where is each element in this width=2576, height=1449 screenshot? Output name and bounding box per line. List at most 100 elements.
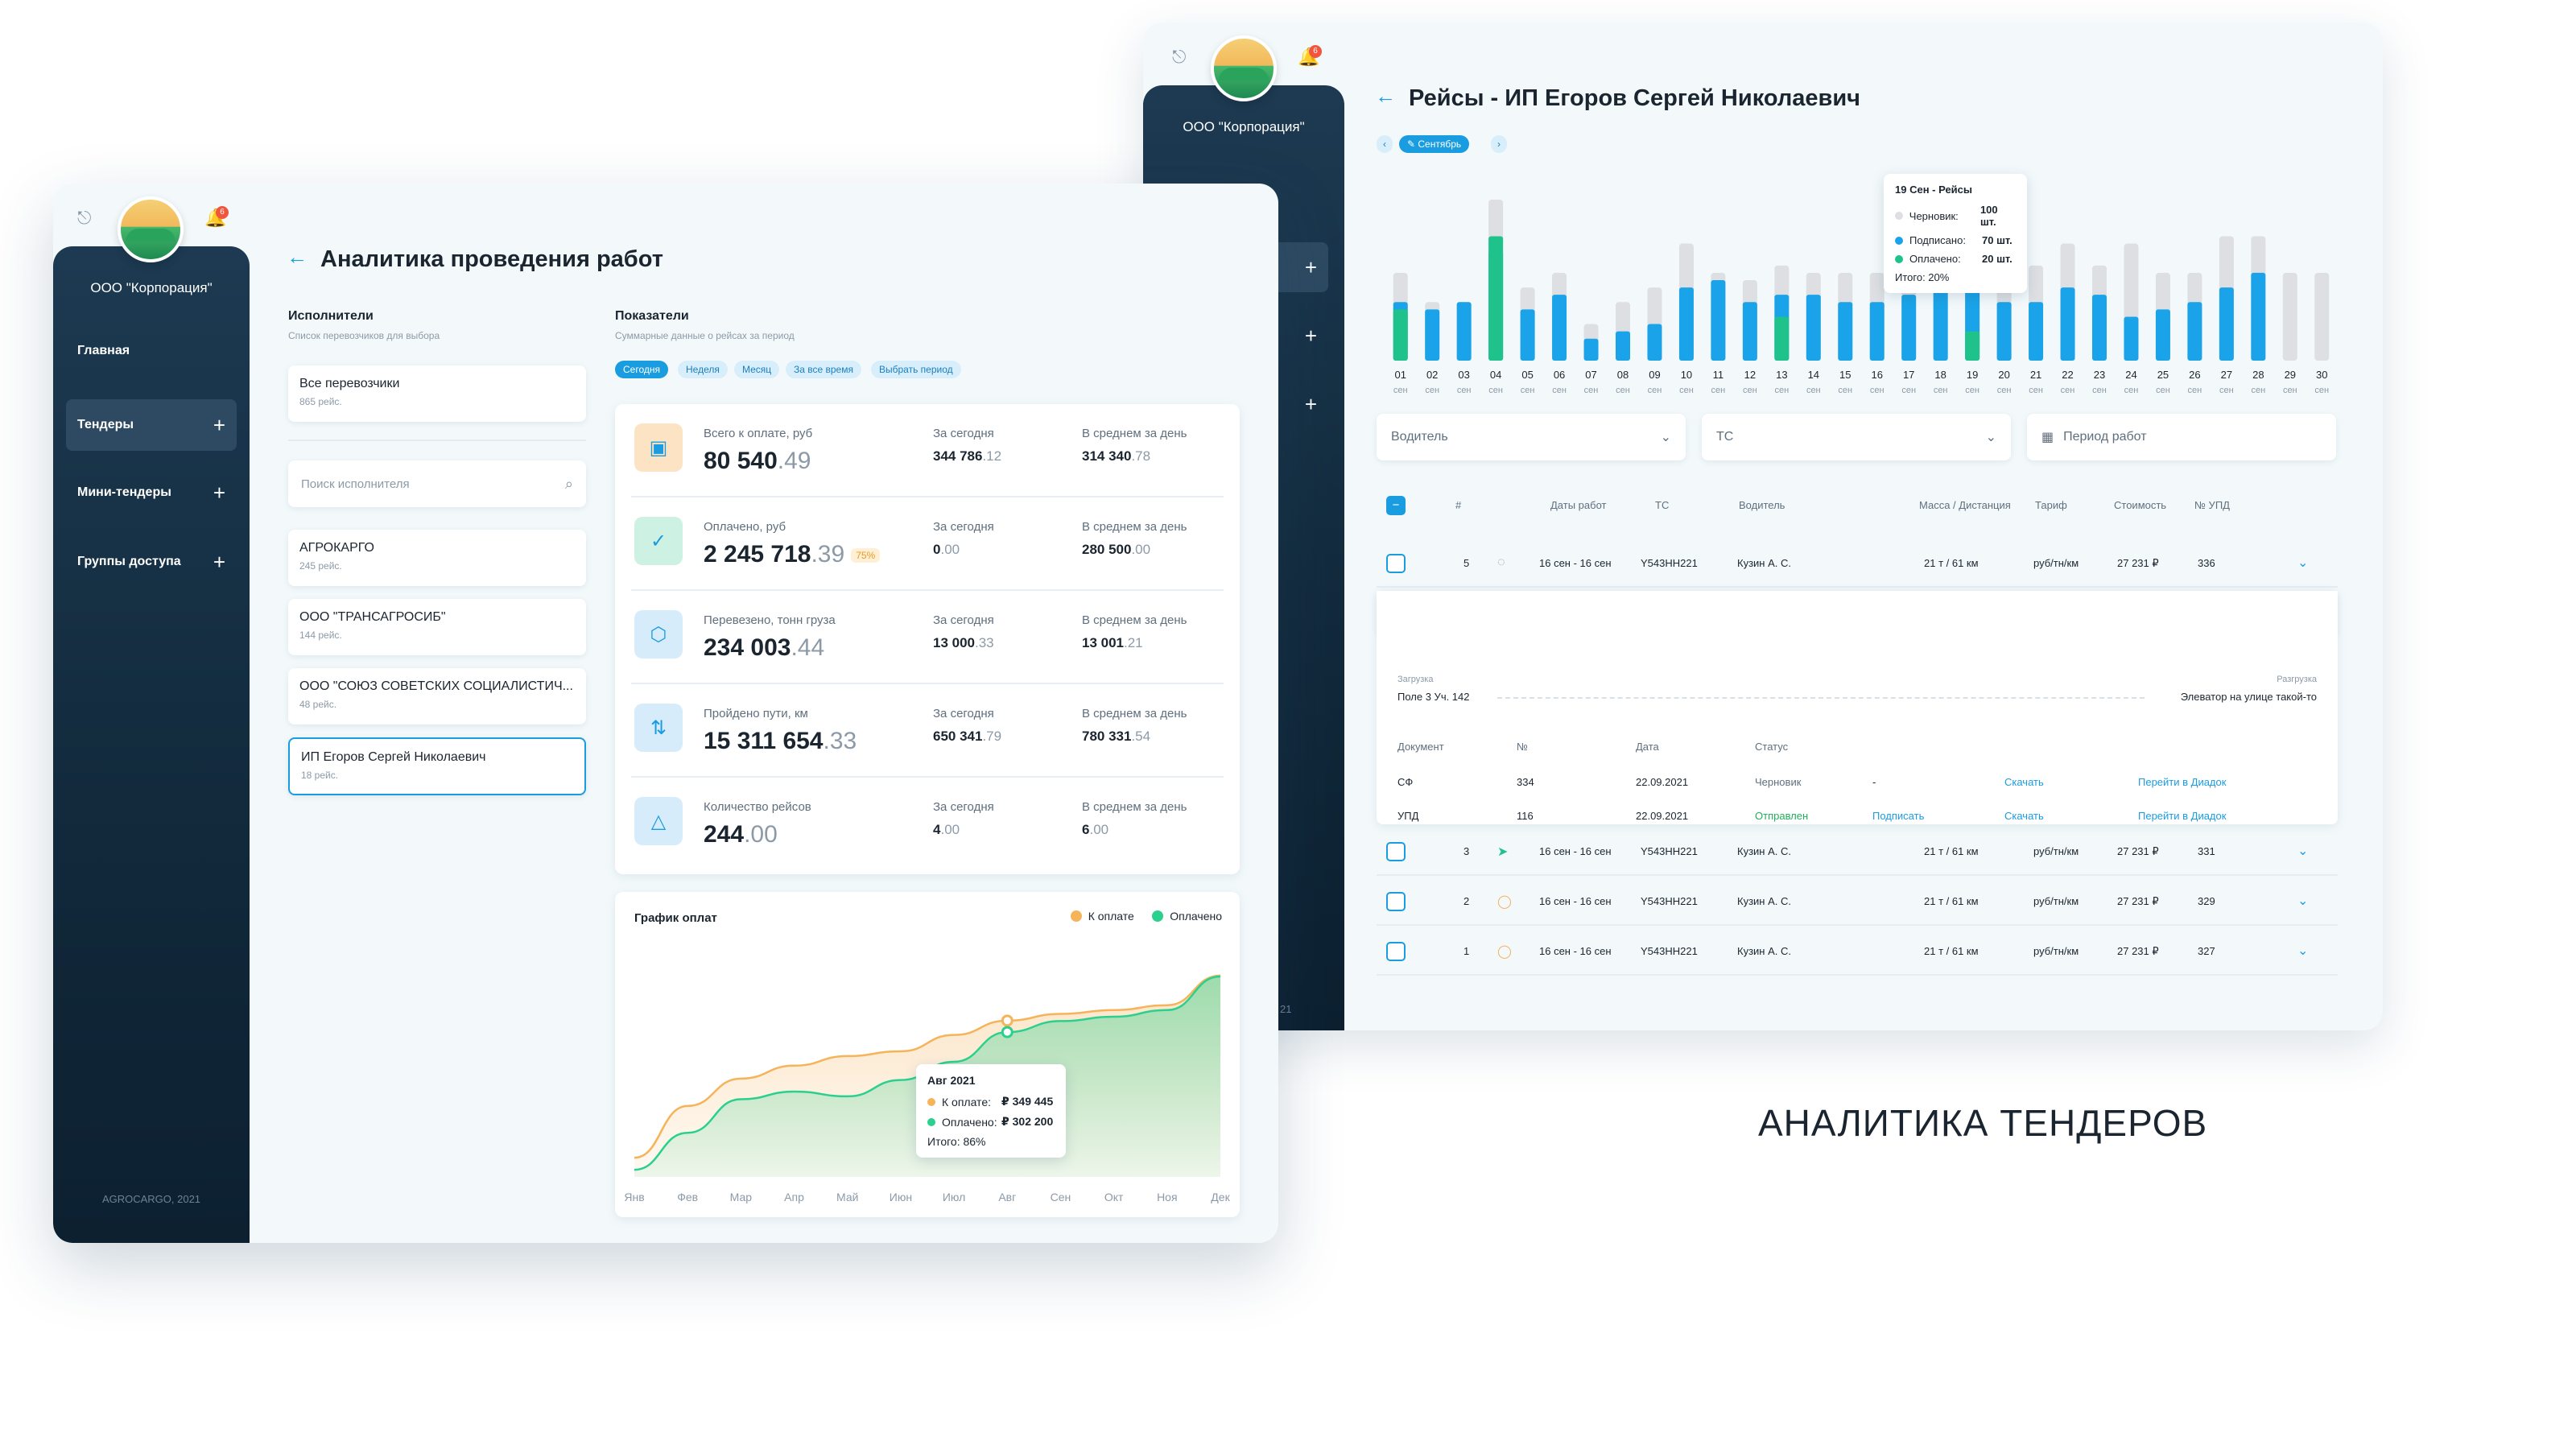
month-next-button[interactable]: › [1491,135,1507,153]
executor-item[interactable]: АГРОКАРГО 245 рейс. [288,530,586,586]
line-due [634,974,1221,1159]
table-row[interactable] [1377,881,2338,926]
nav-access-groups[interactable]: Группы доступа + [66,538,237,586]
row-checkbox[interactable] [1386,554,1406,573]
bar-signed[interactable] [2219,287,2234,361]
metric-avg-label: В среднем за день [1082,520,1187,534]
table-row[interactable] [1377,931,2338,976]
download-link[interactable]: Скачать [2004,776,2044,788]
x-tick-sublabel: сен [2029,386,2043,395]
bar-signed[interactable] [1996,302,2012,361]
bar-draft[interactable] [2282,272,2297,361]
add-icon[interactable]: + [1304,255,1317,279]
row-checkbox[interactable] [1386,842,1406,861]
bar-signed[interactable] [2124,316,2139,361]
x-tick-sublabel: сен [1711,386,1726,395]
clock-icon: ◯ [1497,945,1512,959]
right-nav-plus-2[interactable]: + [1143,379,1328,429]
x-tick-sublabel: сен [1838,386,1852,395]
bar-signed[interactable] [1806,295,1821,361]
x-tick-label: 28 [2252,369,2264,381]
chevron-down-icon[interactable]: ⌄ [2297,556,2309,570]
sign-link[interactable]: Подписать [1872,810,1925,822]
bar-paid[interactable] [1774,316,1790,361]
bar-draft[interactable] [2314,272,2330,361]
header-cost: Стоимость [2114,499,2167,511]
download-link[interactable]: Скачать [2004,810,2044,822]
table-row[interactable] [1377,543,2338,588]
period-custom[interactable]: Выбрать период [871,361,961,378]
period-all-time[interactable]: За все время [786,361,861,378]
bar-paid[interactable] [1488,236,1504,361]
add-icon[interactable]: + [1304,392,1317,416]
month-prev-button[interactable]: ‹ [1377,135,1393,153]
add-icon[interactable]: + [213,413,225,437]
metric-value-dec: .44 [791,634,825,661]
back-arrow-icon[interactable]: ← [1375,84,1396,108]
bar-paid[interactable] [1965,331,1980,361]
bar-signed[interactable] [1711,280,1726,361]
driver-filter[interactable]: Водитель ⌄ [1377,414,1686,460]
chevron-down-icon[interactable]: ⌄ [2297,894,2309,908]
cell-dates: 16 сен - 16 сен [1539,945,1612,957]
bar-signed[interactable] [1616,331,1630,361]
add-icon[interactable]: + [213,550,225,574]
bar-signed[interactable] [1456,302,1472,361]
all-carriers-item[interactable]: Все перевозчики 865 рейс. [288,365,586,422]
point-due[interactable] [1001,1014,1013,1027]
period-month[interactable]: Месяц [734,361,780,378]
nav-mini-tenders[interactable]: Мини-тендеры + [66,469,237,517]
bar-signed[interactable] [1901,295,1917,361]
company-logo [1211,35,1277,101]
period-week[interactable]: Неделя [678,361,728,378]
logout-icon[interactable]: ⎋ [77,208,92,228]
bar-signed[interactable] [2029,302,2044,361]
chevron-down-icon[interactable]: ⌄ [2297,944,2309,958]
executor-search-input[interactable] [301,477,526,491]
add-icon[interactable]: + [1304,324,1317,348]
header-tariff: Тариф [2035,499,2067,511]
right-nav-plus-1[interactable]: + [1143,311,1328,361]
vehicle-filter[interactable]: ТС ⌄ [1702,414,2011,460]
doc-status: Черновик [1755,776,1802,788]
point-paid[interactable] [1001,1026,1013,1038]
bar-signed[interactable] [1425,309,1440,361]
select-all-checkbox[interactable]: − [1386,496,1406,515]
bar-signed[interactable] [1552,295,1567,361]
bar-signed[interactable] [1520,309,1535,361]
bar-signed[interactable] [2092,295,2107,361]
row-checkbox[interactable] [1386,892,1406,911]
month-chip[interactable]: ✎ Сентябрь [1399,135,1470,153]
nav-tenders[interactable]: Тендеры + [66,399,237,451]
bar-signed[interactable] [1933,280,1948,361]
executor-item-selected[interactable]: ИП Егоров Сергей Николаевич 18 рейс. [288,737,586,795]
diadoc-link[interactable]: Перейти в Диадок [2138,776,2227,788]
add-icon[interactable]: + [213,481,225,505]
bar-signed[interactable] [2251,272,2266,361]
diadoc-link[interactable]: Перейти в Диадок [2138,810,2227,822]
bar-signed[interactable] [1647,324,1662,361]
bar-signed[interactable] [2187,302,2202,361]
back-arrow-icon[interactable]: ← [287,245,308,269]
chevron-down-icon[interactable]: ⌄ [2297,844,2309,858]
executor-search[interactable]: ⌕ [288,460,586,507]
bar-signed[interactable] [1583,338,1599,361]
bar-signed[interactable] [1678,287,1694,361]
bar-signed[interactable] [2155,309,2170,361]
bar-paid[interactable] [1393,309,1408,361]
bar-signed[interactable] [2060,287,2075,361]
bar-signed[interactable] [1838,302,1853,361]
bar-signed[interactable] [1742,302,1757,361]
executor-item[interactable]: ООО "ТРАНСАГРОСИБ" 144 рейс. [288,599,586,655]
period-filter[interactable]: ▦ Период работ [2027,414,2336,460]
logout-icon[interactable]: ⎋ [1172,47,1187,67]
search-icon[interactable]: ⌕ [564,475,573,492]
x-tick-sublabel: сен [1457,386,1472,395]
period-today[interactable]: Сегодня [615,361,668,378]
row-checkbox[interactable] [1386,942,1406,961]
nav-home[interactable]: Главная [66,327,237,375]
executor-item[interactable]: ООО "СОЮЗ СОВЕТСКИХ СОЦИАЛИСТИЧ... 48 ре… [288,668,586,724]
bar-signed[interactable] [1869,302,1885,361]
table-row[interactable] [1377,831,2338,876]
all-carriers-label: Все перевозчики [299,377,400,390]
